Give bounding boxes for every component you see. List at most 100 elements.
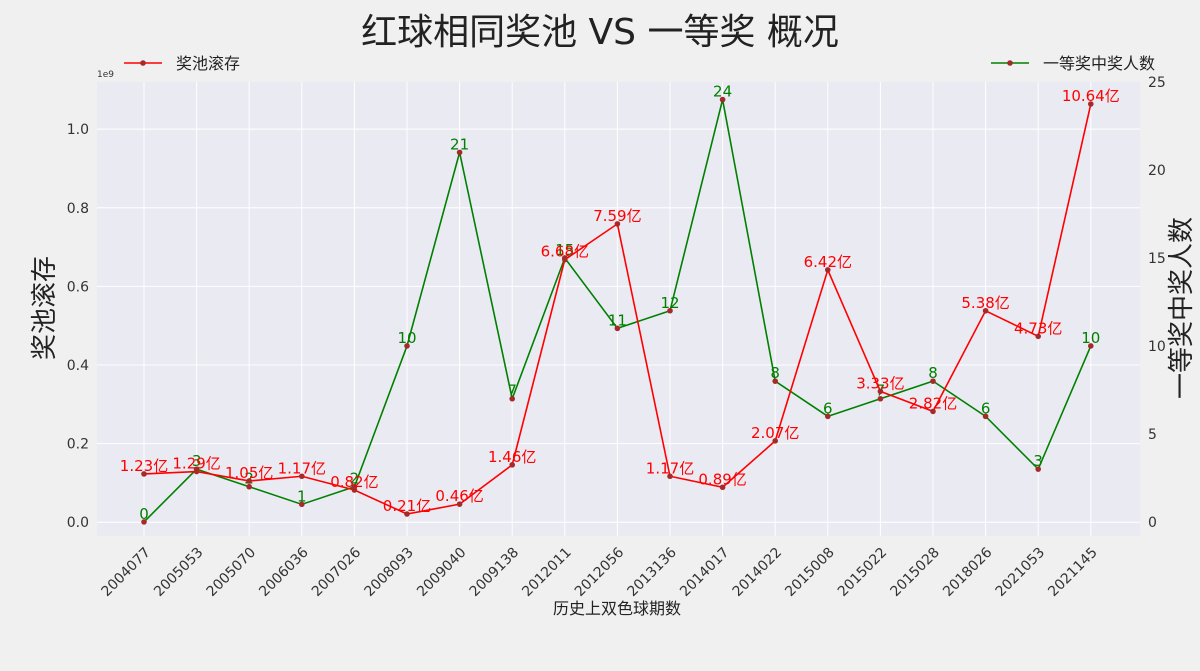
x-tick-label: 2005053: [151, 545, 206, 600]
left-y-tick-label: 0.6: [67, 279, 89, 295]
winners-point: [825, 413, 831, 420]
x-tick-label: 2015022: [835, 545, 890, 600]
winners-point: [614, 325, 621, 332]
winners-data-label: 21: [450, 135, 469, 153]
jackpot-data-label: 0.82亿: [330, 473, 378, 491]
winners-data-label: 11: [608, 311, 627, 329]
jackpot-point: [509, 462, 515, 468]
jackpot-point: [614, 221, 621, 227]
jackpot-data-label: 6.68亿: [541, 243, 589, 261]
winners-data-label: 8: [928, 364, 938, 382]
jackpot-point: [246, 478, 252, 484]
jackpot-point: [351, 487, 358, 493]
x-tick-label: 2015008: [782, 545, 837, 600]
left-y-tick-label: 0.8: [67, 201, 89, 217]
jackpot-data-label: 1.46亿: [488, 448, 536, 466]
x-tick-label: 2021053: [993, 545, 1048, 600]
winners-point: [299, 501, 305, 508]
jackpot-data-label: 0.46亿: [435, 487, 483, 505]
winners-point: [772, 378, 778, 384]
x-axis-label: 历史上双色球期数: [553, 599, 681, 618]
winners-data-label: 7: [507, 382, 517, 400]
jackpot-data-label: 10.64亿: [1062, 87, 1120, 105]
x-tick-label: 2013136: [624, 545, 679, 600]
jackpot-data-label: 1.17亿: [646, 459, 694, 477]
winners-data-label: 0: [139, 505, 149, 523]
left-y-tick-label: 1.0: [67, 122, 89, 138]
plot-area: 0.00.20.40.60.81.00510152025200407720050…: [67, 75, 1166, 600]
winners-data-label: 6: [981, 399, 991, 417]
jackpot-point: [877, 388, 884, 395]
winners-data-label: 15: [555, 241, 574, 259]
winners-point: [1088, 343, 1094, 349]
jackpot-point: [930, 408, 936, 415]
x-tick-label: 2005070: [204, 545, 259, 600]
jackpot-data-label: 3.33亿: [856, 374, 904, 392]
winners-data-label: 2: [350, 470, 360, 488]
legend-right-marker: [1007, 60, 1013, 66]
winners-data-label: 10: [397, 329, 416, 347]
winners-point: [246, 483, 252, 490]
jackpot-point: [1035, 333, 1041, 340]
winners-data-label: 3: [1033, 452, 1043, 470]
winners-data-label: 8: [770, 364, 780, 382]
winners-point: [1035, 466, 1041, 472]
right-y-tick-label: 20: [1148, 163, 1166, 179]
jackpot-point: [562, 256, 568, 263]
left-y-tick-label: 0.4: [67, 358, 89, 374]
x-tick-label: 2009040: [414, 545, 469, 600]
chart-title: 红球相同奖池 VS 一等奖 概况: [361, 12, 839, 53]
x-tick-label: 2009138: [467, 545, 522, 600]
jackpot-data-label: 0.89亿: [698, 470, 746, 488]
right-y-axis-label: 一等奖中奖人数: [1167, 217, 1197, 399]
x-tick-label: 2004077: [98, 545, 153, 600]
jackpot-data-label: 2.82亿: [909, 394, 957, 412]
x-tick-label: 2008093: [361, 545, 416, 600]
legend-left: 奖池滚存: [124, 54, 240, 73]
jackpot-data-label: 6.42亿: [804, 253, 852, 271]
jackpot-point: [299, 473, 305, 480]
x-tick-label: 2012056: [572, 545, 627, 600]
plot-background: [97, 82, 1140, 536]
legend-left-marker: [140, 60, 146, 66]
winners-data-label: 24: [713, 83, 732, 101]
jackpot-data-label: 0.21亿: [383, 497, 431, 515]
jackpot-data-label: 4.73亿: [1014, 319, 1062, 337]
winners-data-label: 3: [192, 452, 202, 470]
x-tick-label: 2007026: [309, 545, 364, 600]
jackpot-data-label: 7.59亿: [593, 207, 641, 225]
jackpot-point: [719, 484, 726, 491]
right-y-tick-label: 0: [1148, 515, 1157, 531]
legend-left-label: 奖池滚存: [176, 54, 240, 73]
winners-point: [509, 395, 515, 402]
left-axis-offset-label: 1e9: [97, 70, 114, 80]
left-y-axis-label: 奖池滚存: [30, 256, 60, 360]
jackpot-point: [456, 501, 463, 507]
jackpot-point: [141, 471, 147, 477]
x-tick-label: 2006036: [256, 545, 311, 600]
jackpot-data-label: 1.05亿: [225, 464, 273, 482]
x-tick-label: 2012011: [519, 545, 574, 600]
jackpot-data-label: 1.29亿: [172, 455, 220, 473]
jackpot-data-label: 1.17亿: [278, 459, 326, 477]
x-tick-label: 2015028: [887, 545, 942, 600]
winners-point: [456, 149, 463, 156]
jackpot-point: [404, 511, 410, 517]
jackpot-point: [825, 267, 831, 273]
winners-data-label: 10: [1081, 329, 1100, 347]
winners-point: [141, 519, 147, 525]
right-y-tick-label: 5: [1148, 427, 1157, 443]
winners-data-label: 12: [660, 294, 679, 312]
left-y-tick-label: 0.2: [67, 437, 89, 453]
right-y-tick-label: 10: [1148, 339, 1166, 355]
left-y-tick-label: 0.0: [67, 515, 89, 531]
jackpot-point: [772, 438, 778, 444]
winners-point: [667, 307, 673, 314]
winners-data-label: 6: [823, 399, 833, 417]
jackpot-point: [667, 473, 673, 480]
legend-right: 一等奖中奖人数: [991, 54, 1155, 73]
winners-point: [719, 96, 726, 103]
jackpot-data-label: 5.38亿: [961, 294, 1009, 312]
